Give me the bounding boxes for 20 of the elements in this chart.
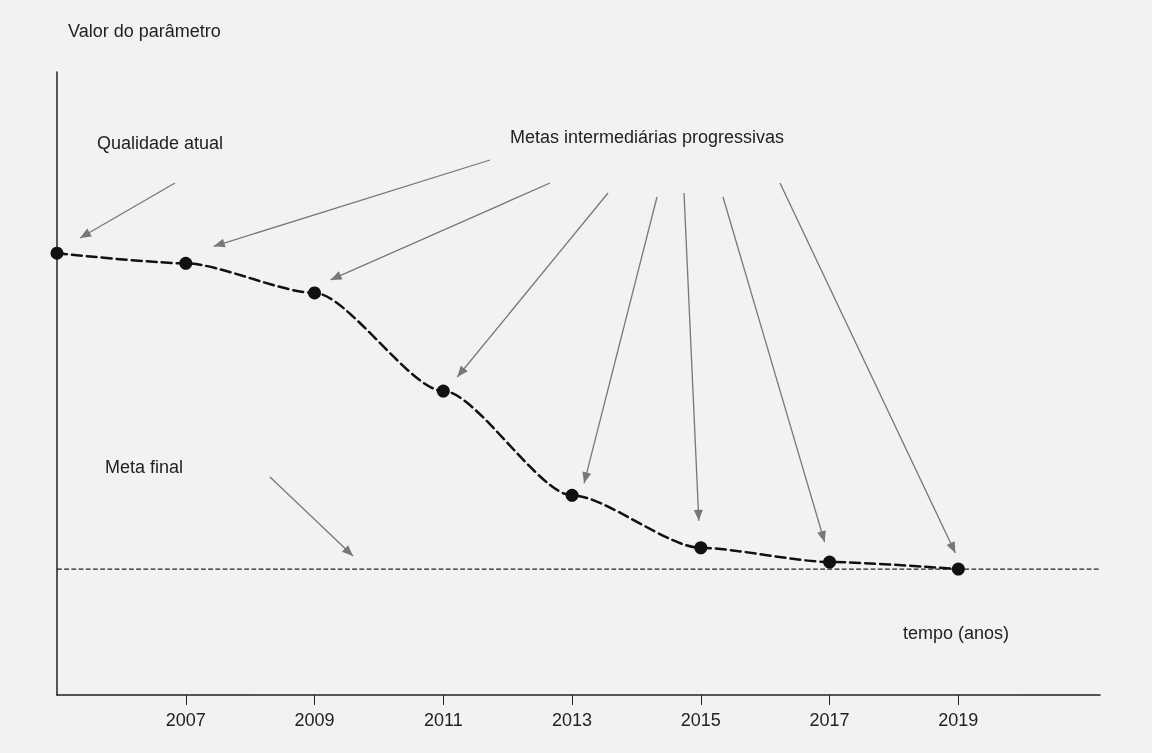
point [50, 246, 64, 260]
point [565, 488, 579, 502]
point [308, 286, 322, 300]
point [694, 541, 708, 555]
point [951, 562, 965, 576]
text: Valor do parâmetro [68, 21, 221, 41]
point [436, 384, 450, 398]
annotation: Meta final [105, 457, 184, 477]
x-tick-label: 2011 [423, 710, 463, 730]
point [179, 256, 193, 270]
x-tick-label: 2009 [294, 710, 335, 730]
text: Metas intermediárias progressivas [510, 127, 785, 147]
x-tick-label: 2013 [552, 710, 593, 730]
point [823, 555, 837, 569]
x-tick-label: 2017 [809, 710, 850, 730]
x-tick-label: 2019 [938, 710, 979, 730]
x-tick-label: 2015 [680, 710, 721, 730]
x-tick-label: 2007 [165, 710, 206, 730]
text: Qualidade atual [97, 133, 224, 153]
x-axis-title: tempo (anos) [903, 623, 1010, 643]
